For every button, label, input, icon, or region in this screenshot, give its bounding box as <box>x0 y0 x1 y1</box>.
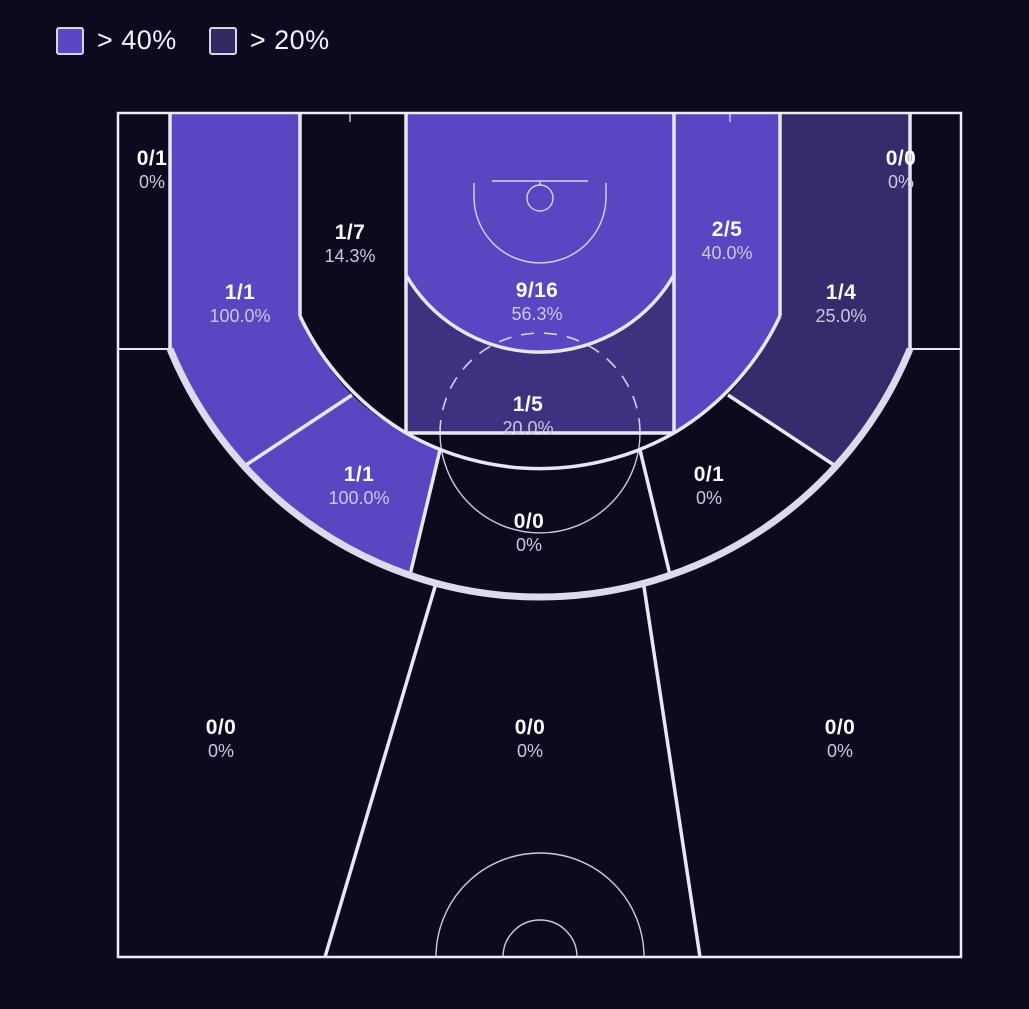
free-throw-circle-upper-dashed <box>439 332 641 434</box>
divider-wing-right <box>727 393 838 469</box>
zone-corner-3-left <box>118 113 170 349</box>
legend-item-high: > 40% <box>56 25 177 56</box>
zone-mid-center <box>406 433 674 597</box>
court-boundary <box>116 111 963 959</box>
divider-deep-left <box>323 579 439 958</box>
zone-fills <box>118 113 961 957</box>
close-range-arc <box>404 274 676 354</box>
legend-label-high: > 40% <box>97 25 177 55</box>
legend-label-mid: > 20% <box>249 25 330 55</box>
zone-three-left <box>118 349 437 957</box>
half-court-circle-outer <box>435 852 645 958</box>
rim <box>526 184 554 212</box>
zone-mid-wing-right <box>640 395 837 575</box>
legend: > 40% > 20% <box>56 25 330 56</box>
three-point-line <box>166 347 914 601</box>
half-court-circle-inner <box>502 919 578 958</box>
divider-mid-right <box>638 449 672 576</box>
inner-arc-bottom <box>405 431 675 471</box>
inner-arc-right <box>673 315 782 435</box>
restricted-area-arc <box>473 183 607 264</box>
legend-item-mid: > 20% <box>208 25 330 56</box>
zone-free-throw-paint <box>406 275 674 433</box>
legend-swatch-high <box>56 26 84 55</box>
zone-mid-elbow-left <box>300 113 406 433</box>
zone-mid-elbow-right <box>674 113 780 433</box>
free-throw-circle-lower <box>439 432 641 534</box>
zone-three-center <box>325 580 700 957</box>
divider-wing-left <box>242 393 353 469</box>
zone-corner-3-right <box>910 113 961 349</box>
zone-three-right <box>643 349 961 957</box>
inner-arc-left <box>298 315 407 435</box>
zone-mid-wing-left <box>243 395 440 575</box>
divider-mid-left <box>408 449 442 576</box>
zone-borders <box>118 113 961 958</box>
divider-deep-right <box>641 579 702 958</box>
zone-close-range <box>406 113 674 353</box>
zone-mid-baseline-left <box>170 113 352 467</box>
zone-mid-baseline-right <box>728 113 910 467</box>
court-details <box>349 113 731 958</box>
legend-swatch-mid <box>208 26 237 55</box>
